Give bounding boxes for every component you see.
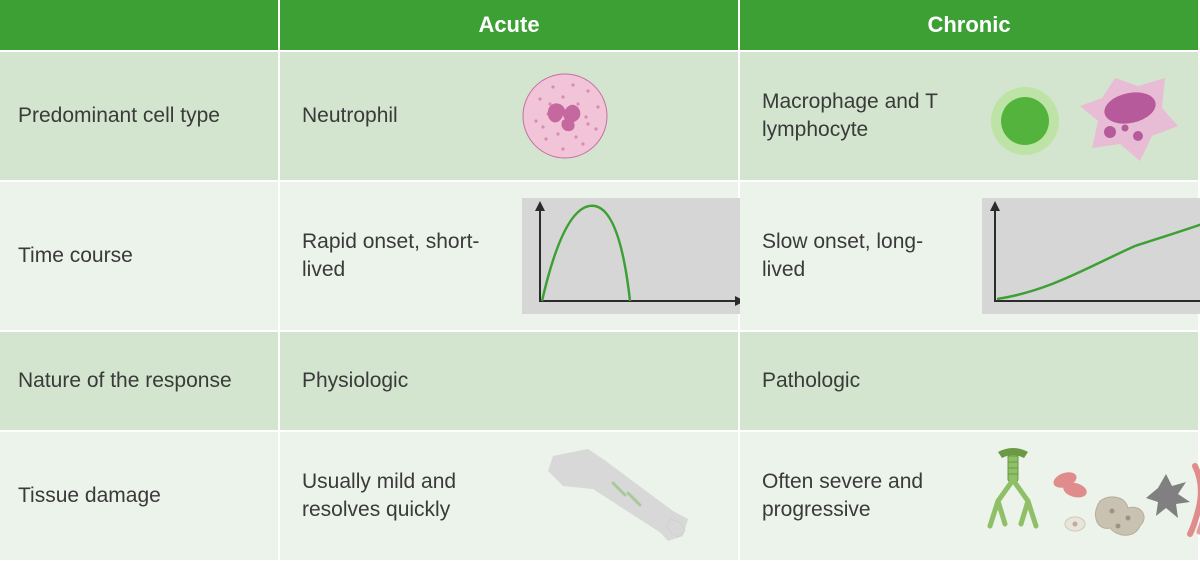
header-chronic: Chronic — [740, 0, 1200, 52]
comparison-table: AcuteChronic Predominant cell type Neutrop… — [0, 0, 1200, 562]
cell-time-course-chronic: Slow onset, long-lived — [740, 182, 1200, 332]
text-time-course-chronic: Slow onset, long-lived — [762, 228, 962, 285]
cell-tissue-damage-chronic: Often severe and progressive — [740, 432, 1200, 562]
text-cell-type-chronic: Macrophage and T lymphocyte — [762, 88, 962, 145]
gfx-cell-type-acute — [416, 69, 716, 164]
text-tissue-damage-acute: Usually mild and resolves quickly — [302, 468, 502, 525]
cell-nature-chronic: Pathologic — [740, 332, 1200, 432]
rowlabel-tissue-damage: Tissue damage — [0, 432, 280, 562]
cell-tissue-damage-acute: Usually mild and resolves quickly — [280, 432, 740, 562]
cell-time-course-acute: Rapid onset, short-lived — [280, 182, 740, 332]
macrophage-lymphocyte-icon — [980, 66, 1180, 166]
header-blank — [0, 0, 280, 52]
rowlabel-nature: Nature of the response — [0, 332, 280, 432]
text-time-course-acute: Rapid onset, short-lived — [302, 228, 502, 285]
rowlabel-time-course: Time course — [0, 182, 280, 332]
neutrophil-icon — [518, 69, 613, 164]
gfx-tissue-damage-chronic — [980, 446, 1200, 546]
cell-nature-acute: Physiologic — [280, 332, 740, 432]
header-acute: Acute — [280, 0, 740, 52]
text-cell-type-acute: Neutrophil — [302, 102, 398, 130]
chronic-chart — [980, 196, 1200, 316]
gfx-time-course-chronic — [980, 196, 1200, 316]
gfx-cell-type-chronic — [980, 66, 1180, 166]
organs-icon — [980, 446, 1200, 546]
gfx-time-course-acute — [520, 196, 750, 316]
text-tissue-damage-chronic: Often severe and progressive — [762, 468, 962, 525]
cell-cell-type-acute: Neutrophil — [280, 52, 740, 182]
arm-icon — [543, 441, 693, 551]
cell-cell-type-chronic: Macrophage and T lymphocyte — [740, 52, 1200, 182]
text-nature-chronic: Pathologic — [762, 367, 860, 395]
gfx-tissue-damage-acute — [520, 441, 716, 551]
acute-chart — [520, 196, 750, 316]
rowlabel-cell-type: Predominant cell type — [0, 52, 280, 182]
text-nature-acute: Physiologic — [302, 367, 408, 395]
